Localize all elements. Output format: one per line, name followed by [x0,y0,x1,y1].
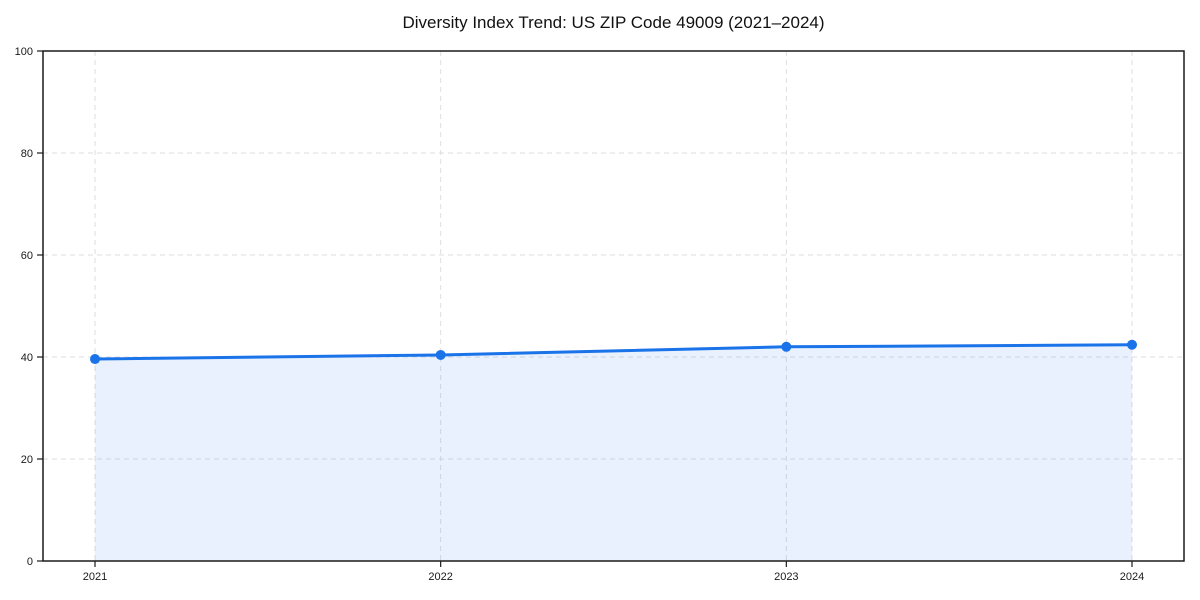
area-fill [95,344,1132,561]
data-point-2022 [435,349,446,360]
plot-frame [42,50,1185,562]
data-point-2023 [781,341,792,352]
area-fill-shape [95,344,1132,561]
chart-title: Diversity Index Trend: US ZIP Code 49009… [402,13,825,32]
x-tick-label: 2023 [774,571,798,583]
data-point-2021 [90,354,100,365]
y-tick-label: 40 [21,352,33,364]
data-point-2024 [1127,339,1137,350]
y-tick-label: 100 [15,46,33,58]
data-points [90,339,1137,365]
trend-line-path [93,343,1134,361]
x-tick-label: 2021 [83,571,107,583]
y-tick-label: 80 [21,148,33,160]
axes-frame [42,50,1185,562]
x-tick-label: 2024 [1120,571,1144,583]
y-tick-label: 60 [21,250,33,262]
y-tick-label: 0 [27,556,33,568]
axis-tick-labels: 0 20 40 60 80 100 2021 2022 2023 2024 [15,46,1145,583]
x-tick-label: 2022 [428,571,452,583]
y-tick-label: 20 [21,454,33,466]
trend-line [93,343,1134,361]
axis-ticks [37,50,1133,567]
